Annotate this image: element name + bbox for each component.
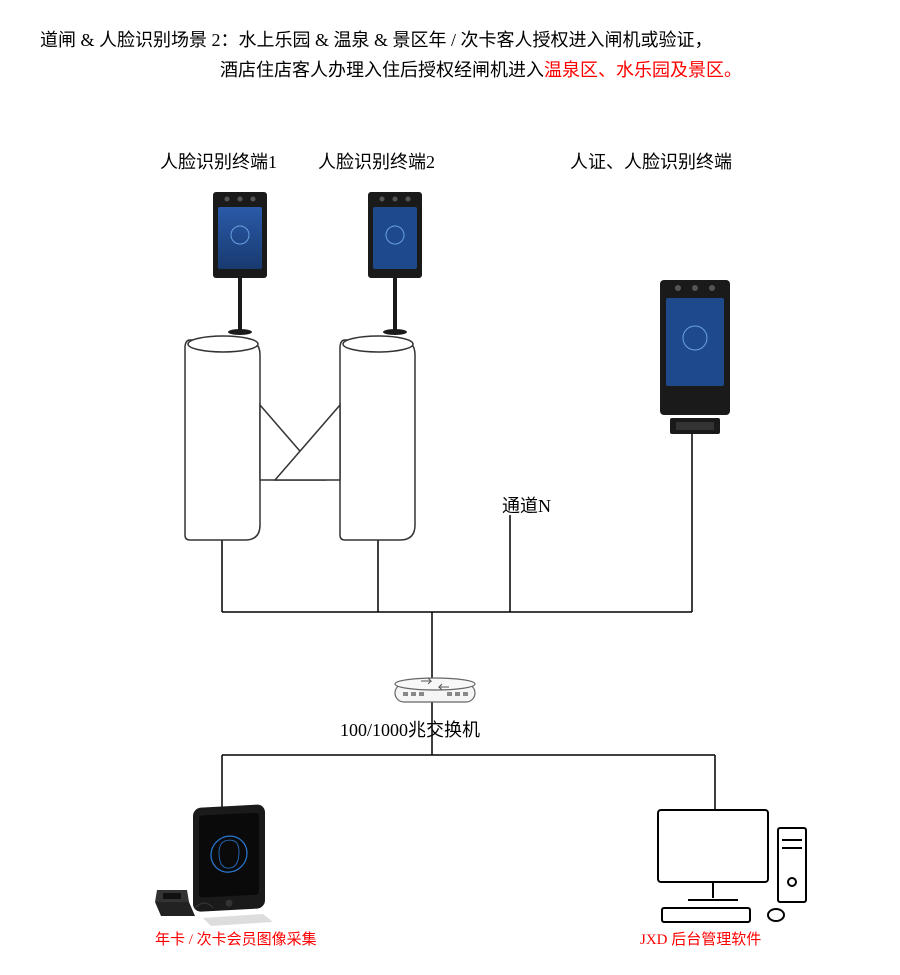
diagram-svg bbox=[0, 0, 900, 975]
diagram-page: 道闸 & 人脸识别场景 2：水上乐园 & 温泉 & 景区年 / 次卡客人授权进入… bbox=[0, 0, 900, 975]
face-terminal-1-icon bbox=[213, 192, 267, 335]
turnstile-gate-2-icon bbox=[275, 336, 415, 540]
face-terminal-2-icon bbox=[368, 192, 422, 335]
face-terminal-3-icon bbox=[660, 280, 730, 434]
turnstile-gate-1-icon bbox=[185, 336, 325, 540]
pc-workstation-icon bbox=[658, 810, 806, 922]
network-lines bbox=[222, 432, 715, 810]
enrollment-tablet-icon bbox=[155, 804, 273, 926]
network-switch-icon bbox=[395, 678, 475, 702]
